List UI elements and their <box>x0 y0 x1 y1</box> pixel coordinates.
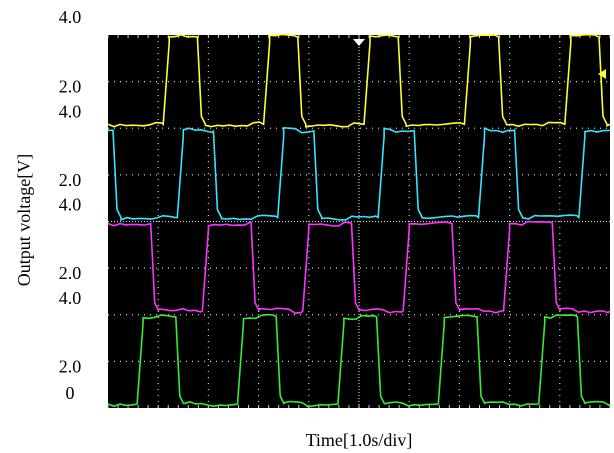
series-line-3 <box>107 220 611 315</box>
series-line-4 <box>107 313 611 408</box>
series-line-2 <box>108 126 611 221</box>
y-tick-label: 2.0 <box>59 263 82 283</box>
series-line-1 <box>107 33 611 128</box>
x-axis-label: Time[1.0s/div] <box>306 430 413 450</box>
y-tick-label: 4.0 <box>59 101 82 121</box>
traces <box>107 33 611 408</box>
y-tick-labels: 4.0 2.0 4.0 2.0 4.0 2.0 4.0 2.0 0 <box>59 7 82 403</box>
y-tick-label: 4.0 <box>59 288 82 308</box>
y-tick-label: 4.0 <box>59 195 82 215</box>
y-tick-label: 2.0 <box>59 77 82 97</box>
y-tick-label: 2.0 <box>59 356 82 376</box>
y-tick-label: 2.0 <box>59 170 82 190</box>
y-axis-label: Output voltage[V] <box>14 154 34 286</box>
trigger-markers <box>353 39 606 79</box>
y-tick-label: 0 <box>66 383 75 403</box>
trigger-arrow-icon <box>353 39 365 46</box>
y-tick-label: 4.0 <box>59 7 82 27</box>
level-arrow-icon <box>598 69 606 79</box>
